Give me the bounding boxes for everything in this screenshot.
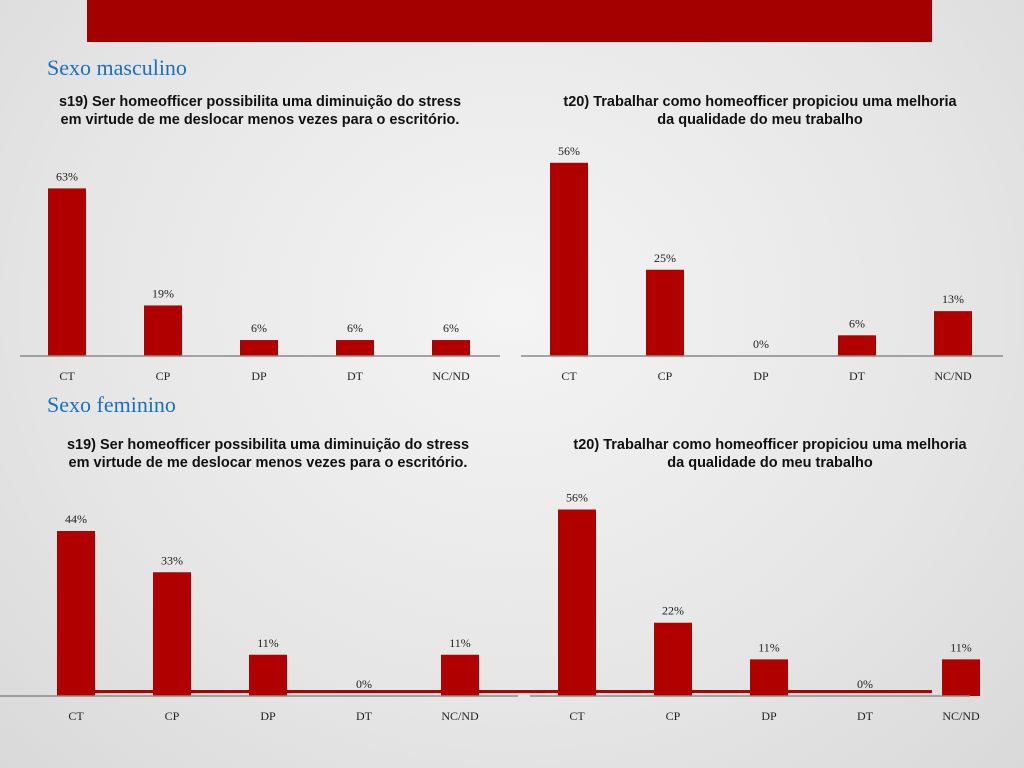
- bar-group-dp: 11% DP: [249, 636, 287, 723]
- value-label: 6%: [251, 321, 267, 335]
- bar-group-cp: 33% CP: [153, 553, 191, 723]
- decorative-red-line: [95, 690, 932, 693]
- bar-group-ncnd: 11% NC/ND: [441, 636, 479, 723]
- bar: [750, 659, 788, 696]
- category-label: CP: [658, 369, 673, 383]
- value-label: 33%: [161, 553, 183, 567]
- value-label: 0%: [857, 677, 873, 691]
- bar-group-ct: 56% CT: [550, 144, 588, 383]
- bar: [144, 305, 182, 356]
- bar-group-dt: 6% DT: [838, 316, 876, 383]
- value-label: 56%: [558, 144, 580, 158]
- value-label: 11%: [950, 640, 972, 654]
- chart-male-s19: 63% CT 19% CP 6% DP 6% DT 6% NC/ND: [20, 169, 500, 383]
- category-label: DT: [347, 369, 364, 383]
- value-label: 44%: [65, 512, 87, 526]
- bar-group-cp: 25% CP: [646, 251, 684, 383]
- bar-group-cp: 22% CP: [654, 604, 692, 723]
- bar-group-ncnd: 13% NC/ND: [934, 292, 972, 383]
- category-label: DT: [356, 709, 373, 723]
- category-label: CT: [68, 709, 84, 723]
- category-label: DT: [849, 369, 866, 383]
- category-label: CP: [165, 709, 180, 723]
- chart-female-t20: 56% CT 22% CP 11% DP 0% DT 11% NC/ND: [530, 491, 980, 723]
- bar: [336, 340, 374, 356]
- bar: [240, 340, 278, 356]
- bar: [441, 654, 479, 696]
- chart-title-male-t20: t20) Trabalhar como homeofficer propicio…: [563, 94, 957, 128]
- bar: [942, 659, 980, 696]
- bar-group-dt: 0% DT: [356, 677, 373, 723]
- value-label: 11%: [449, 636, 471, 650]
- bar: [432, 340, 470, 356]
- category-label: NC/ND: [432, 369, 470, 383]
- value-label: 6%: [347, 321, 363, 335]
- category-label: CP: [666, 709, 681, 723]
- bar-group-dt: 0% DT: [857, 677, 874, 723]
- bar-group-ct: 63% CT: [48, 169, 86, 383]
- value-label: 13%: [942, 292, 964, 306]
- value-label: 11%: [257, 636, 279, 650]
- category-label: CT: [569, 709, 585, 723]
- bar-group-cp: 19% CP: [144, 286, 182, 383]
- section-title-female: Sexo feminino: [47, 392, 176, 417]
- bar-group-dp: 6% DP: [240, 321, 278, 383]
- category-label: NC/ND: [934, 369, 972, 383]
- category-label: DT: [857, 709, 874, 723]
- chart-male-t20: 56% CT 25% CP 0% DP 6% DT 13% NC/ND: [521, 144, 1003, 383]
- category-label: NC/ND: [441, 709, 479, 723]
- bar: [654, 622, 692, 696]
- category-label: NC/ND: [942, 709, 980, 723]
- value-label: 56%: [566, 491, 588, 505]
- value-label: 63%: [56, 169, 78, 183]
- bar-group-dp: 11% DP: [750, 640, 788, 723]
- category-label: CP: [156, 369, 171, 383]
- value-label: 6%: [443, 321, 459, 335]
- bar-group-dp: 0% DP: [753, 337, 769, 383]
- chart-title-female-s19: s19) Ser homeofficer possibilita uma dim…: [66, 437, 470, 471]
- bar: [838, 335, 876, 356]
- category-label: DP: [251, 369, 267, 383]
- category-label: CT: [59, 369, 75, 383]
- bar-group-ncnd: 6% NC/ND: [432, 321, 470, 383]
- bar: [57, 531, 95, 696]
- bar: [249, 654, 287, 696]
- bar: [48, 188, 86, 356]
- chart-title-female-t20: t20) Trabalhar como homeofficer propicio…: [573, 437, 967, 471]
- category-label: DP: [761, 709, 777, 723]
- bar: [550, 162, 588, 356]
- category-label: DP: [260, 709, 276, 723]
- category-label: DP: [753, 369, 769, 383]
- value-label: 6%: [849, 316, 865, 330]
- bar-group-ct: 44% CT: [57, 512, 95, 723]
- category-label: CT: [561, 369, 577, 383]
- chart-female-s19: 44% CT 33% CP 11% DP 0% DT 11% NC/ND: [0, 512, 518, 723]
- value-label: 11%: [758, 640, 780, 654]
- bar-group-ncnd: 11% NC/ND: [942, 640, 980, 723]
- bar: [646, 269, 684, 356]
- bar: [558, 509, 596, 696]
- value-label: 0%: [753, 337, 769, 351]
- top-banner: [87, 0, 932, 42]
- value-label: 0%: [356, 677, 372, 691]
- bar: [153, 572, 191, 696]
- value-label: 22%: [662, 604, 684, 618]
- bar-group-dt: 6% DT: [336, 321, 374, 383]
- value-label: 25%: [654, 251, 676, 265]
- chart-title-male-s19: s19) Ser homeofficer possibilita uma dim…: [58, 94, 462, 128]
- bar-group-ct: 56% CT: [558, 491, 596, 723]
- section-title-male: Sexo masculino: [47, 55, 187, 80]
- bar: [934, 311, 972, 356]
- value-label: 19%: [152, 286, 174, 300]
